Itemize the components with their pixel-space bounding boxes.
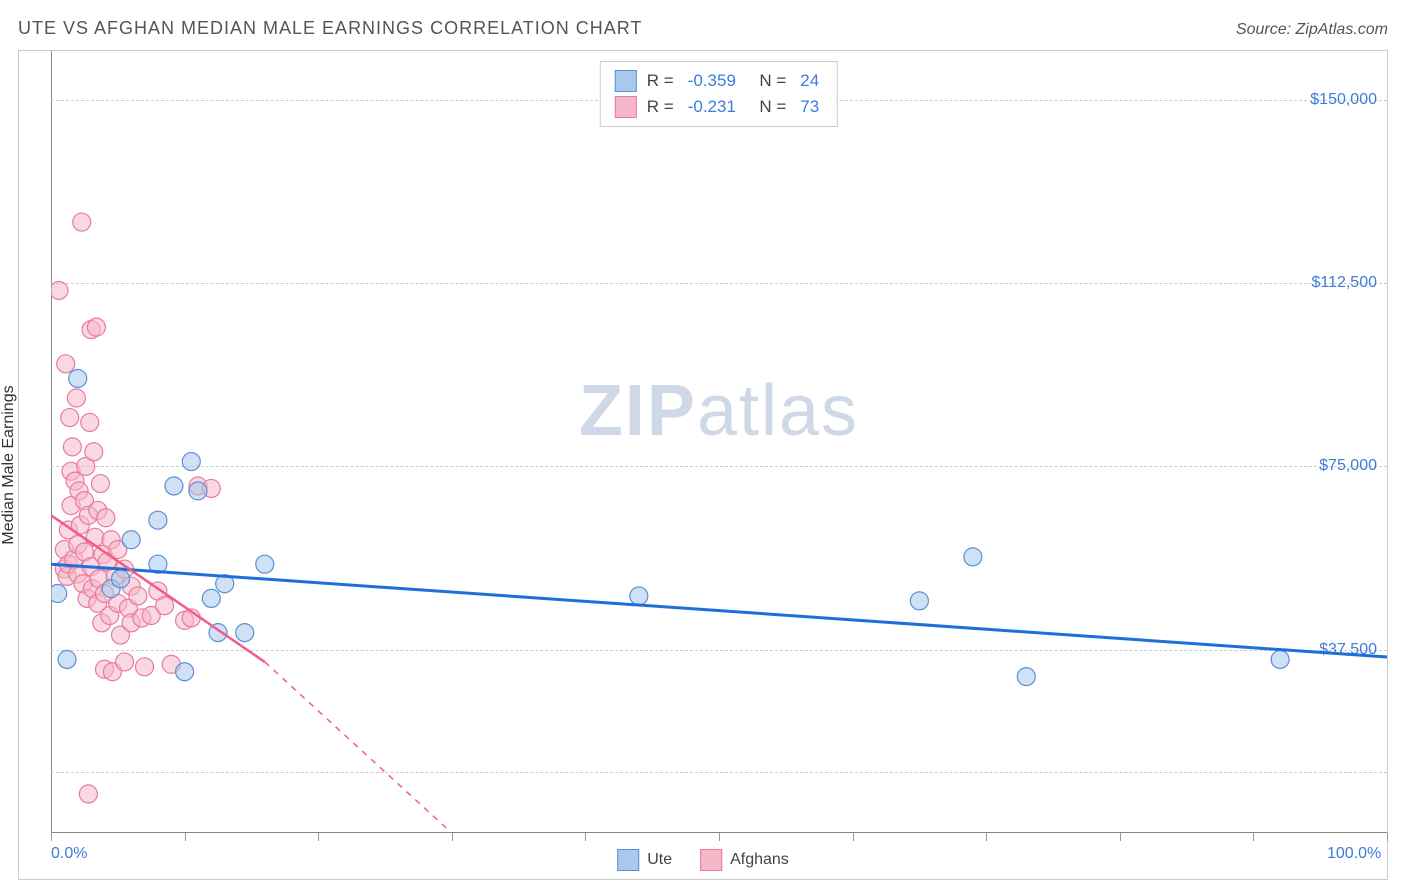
scatter-point	[165, 477, 183, 495]
n-value-afghans: 73	[800, 97, 819, 117]
scatter-point	[202, 589, 220, 607]
legend-row-ute: R = -0.359 N = 24	[615, 68, 823, 94]
n-value-ute: 24	[800, 71, 819, 91]
scatter-point	[630, 587, 648, 605]
chart-svg	[51, 51, 1387, 833]
scatter-point	[57, 355, 75, 373]
legend-row-afghans: R = -0.231 N = 73	[615, 94, 823, 120]
chart-source: Source: ZipAtlas.com	[1236, 21, 1388, 39]
scatter-point	[61, 409, 79, 427]
regression-line-extrapolated	[265, 662, 452, 833]
series-legend: Ute Afghans	[617, 849, 789, 871]
legend-label-ute: Ute	[647, 851, 672, 869]
r-value-ute: -0.359	[688, 71, 736, 91]
scatter-point	[136, 658, 154, 676]
scatter-point	[73, 213, 91, 231]
legend-item-ute: Ute	[617, 849, 672, 871]
x-tick	[719, 833, 720, 841]
scatter-point	[86, 528, 104, 546]
scatter-point	[1017, 668, 1035, 686]
legend-item-afghans: Afghans	[700, 849, 789, 871]
scatter-point	[156, 597, 174, 615]
swatch-ute	[615, 70, 637, 92]
chart-header: UTE VS AFGHAN MEDIAN MALE EARNINGS CORRE…	[18, 18, 1388, 39]
plot-area: ZIPatlas R = -0.359 N = 24 R = -0.231 N …	[51, 51, 1387, 833]
scatter-point	[79, 785, 97, 803]
scatter-point	[58, 650, 76, 668]
x-tick	[452, 833, 453, 841]
scatter-point	[69, 369, 87, 387]
scatter-point	[111, 570, 129, 588]
scatter-point	[129, 587, 147, 605]
chart-container: Median Male Earnings ZIPatlas R = -0.359…	[18, 50, 1388, 880]
x-tick	[1120, 833, 1121, 841]
scatter-point	[149, 511, 167, 529]
scatter-point	[182, 453, 200, 471]
swatch-afghans	[615, 96, 637, 118]
x-tick	[1387, 833, 1388, 841]
legend-swatch-afghans	[700, 849, 722, 871]
scatter-point	[1271, 650, 1289, 668]
scatter-point	[176, 663, 194, 681]
x-tick-label: 100.0%	[1327, 845, 1381, 863]
correlation-legend: R = -0.359 N = 24 R = -0.231 N = 73	[600, 61, 838, 127]
x-tick	[853, 833, 854, 841]
x-tick	[986, 833, 987, 841]
legend-label-afghans: Afghans	[730, 851, 789, 869]
scatter-point	[63, 438, 81, 456]
scatter-point	[236, 624, 254, 642]
scatter-point	[67, 389, 85, 407]
legend-swatch-ute	[617, 849, 639, 871]
y-axis-label: Median Male Earnings	[0, 385, 18, 544]
scatter-point	[85, 443, 103, 461]
scatter-point	[91, 475, 109, 493]
x-tick	[585, 833, 586, 841]
x-tick-label: 0.0%	[51, 845, 87, 863]
scatter-point	[51, 585, 67, 603]
chart-title: UTE VS AFGHAN MEDIAN MALE EARNINGS CORRE…	[18, 18, 642, 39]
regression-line	[51, 564, 1387, 657]
x-tick	[1253, 833, 1254, 841]
scatter-point	[81, 413, 99, 431]
r-value-afghans: -0.231	[688, 97, 736, 117]
scatter-point	[964, 548, 982, 566]
x-tick	[318, 833, 319, 841]
scatter-point	[256, 555, 274, 573]
x-tick	[185, 833, 186, 841]
x-tick	[51, 833, 52, 841]
scatter-point	[115, 653, 133, 671]
scatter-point	[122, 531, 140, 549]
scatter-point	[910, 592, 928, 610]
scatter-point	[87, 318, 105, 336]
scatter-point	[51, 281, 68, 299]
scatter-point	[189, 482, 207, 500]
scatter-point	[97, 509, 115, 527]
